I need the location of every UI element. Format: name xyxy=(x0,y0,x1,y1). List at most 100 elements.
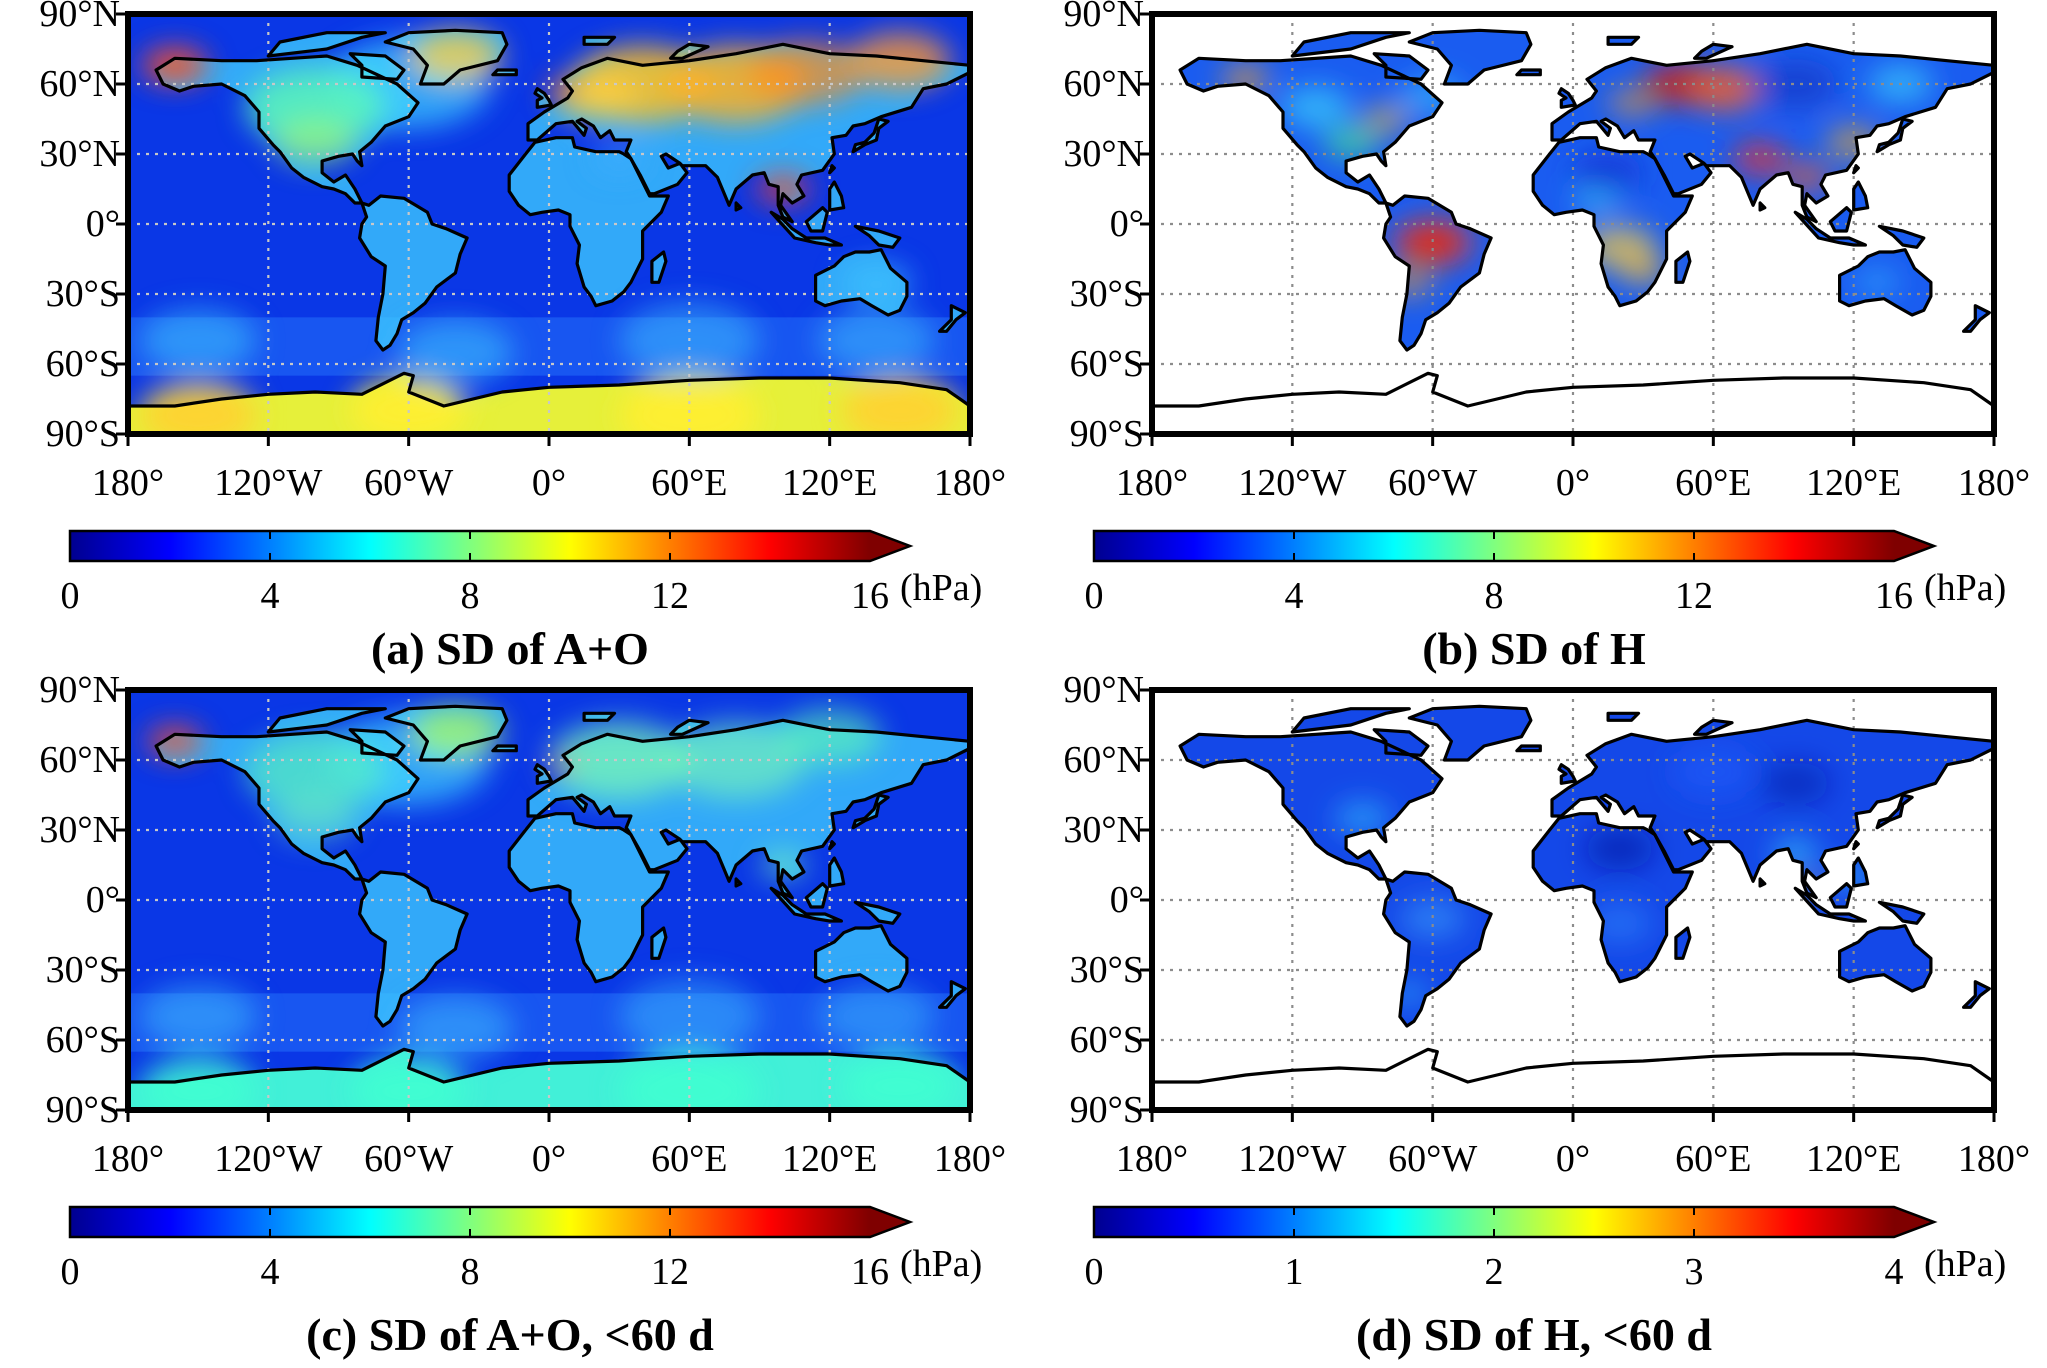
lon-tick-label: 120°W xyxy=(214,1138,323,1180)
lon-tick-label: 180° xyxy=(933,1138,1007,1180)
lat-tick-label: 0° xyxy=(1109,203,1144,245)
lon-tick-label: 0° xyxy=(1555,1138,1591,1180)
land-fill-borneo_ng xyxy=(806,207,828,231)
lat-tick-label: 60°N xyxy=(39,63,120,105)
gridlines-c xyxy=(128,690,970,1110)
colorbar-tick-label: 16 xyxy=(851,575,889,617)
land-fill-south_america xyxy=(359,872,468,1026)
map-c xyxy=(68,687,973,1239)
colorbar-unit-label: (hPa) xyxy=(900,567,983,609)
colorbar-tick-label: 12 xyxy=(651,1251,689,1293)
colorbar-tick-label: 1 xyxy=(1284,1251,1304,1293)
colorbar-tick-label: 8 xyxy=(1484,575,1504,617)
land-fill-philippines xyxy=(829,182,844,210)
lat-tick-label: 30°S xyxy=(45,273,120,315)
lat-tick-label: 30°N xyxy=(1063,809,1144,851)
panel-title-a: (a) SD of A+O xyxy=(371,623,649,674)
lon-tick-label: 60°W xyxy=(364,1138,454,1180)
lon-tick-label: 60°W xyxy=(1388,1138,1478,1180)
lat-tick-label: 90°S xyxy=(45,1089,120,1131)
land-fill-new_guinea xyxy=(855,226,900,248)
map-field-a xyxy=(128,14,970,434)
land-fill-philippines xyxy=(829,858,844,886)
land-fill-svalbard xyxy=(584,37,615,45)
lat-tick-label: 60°S xyxy=(1069,343,1144,385)
land-fill-south_america xyxy=(359,196,468,350)
lon-tick-label: 120°W xyxy=(1238,462,1347,504)
colorbar-extend-arrow xyxy=(870,531,910,561)
lon-tick-label: 120°W xyxy=(214,462,323,504)
lat-tick-label: 30°S xyxy=(45,949,120,991)
colorbar-tick-label: 0 xyxy=(60,575,80,617)
lat-tick-label: 0° xyxy=(1109,879,1144,921)
lat-tick-label: 60°S xyxy=(1069,1019,1144,1061)
lon-tick-label: 0° xyxy=(1555,462,1591,504)
colorbar-tick-label: 8 xyxy=(460,1251,480,1293)
colorbar-tick-label: 4 xyxy=(260,575,280,617)
colorbar-tick-label: 2 xyxy=(1484,1251,1504,1293)
colorbar-b xyxy=(1092,529,1938,563)
colorbar-tick-label: 16 xyxy=(851,1251,889,1293)
lat-tick-label: 90°N xyxy=(1063,669,1144,711)
gridlines-b xyxy=(1152,14,1994,434)
colorbar-extend-arrow xyxy=(1894,531,1934,561)
lon-tick-label: 120°E xyxy=(1805,1138,1902,1180)
colorbar-tick-label: 0 xyxy=(60,1251,80,1293)
lon-tick-label: 60°E xyxy=(651,462,728,504)
lat-tick-label: 0° xyxy=(85,203,120,245)
panel-title-c: (c) SD of A+O, <60 d xyxy=(306,1309,714,1360)
land-fill-africa xyxy=(509,813,669,982)
map-d xyxy=(1092,687,1997,1239)
lon-tick-label: 60°E xyxy=(1675,462,1752,504)
land-fill-new_guinea xyxy=(855,902,900,924)
map-a xyxy=(68,11,973,563)
lon-tick-label: 60°E xyxy=(651,1138,728,1180)
colorbar-c xyxy=(68,1205,914,1239)
lat-tick-label: 30°S xyxy=(1069,273,1144,315)
land-fill-australia xyxy=(815,925,907,991)
colorbar-tick-label: 4 xyxy=(1884,1251,1904,1293)
colorbar-d xyxy=(1092,1205,1938,1239)
lat-tick-label: 90°S xyxy=(1069,413,1144,455)
panel-b: (b) SD of H 90°N 60°N 30°N 0° 30°S 60°S 90°S 18… xyxy=(1024,0,2047,684)
colorbar-tick-label: 0 xyxy=(1084,575,1104,617)
lat-tick-label: 90°S xyxy=(1069,1089,1144,1131)
colorbar-unit-label: (hPa) xyxy=(1924,567,2007,609)
lon-tick-label: 180° xyxy=(91,462,165,504)
lon-tick-label: 120°E xyxy=(1805,462,1902,504)
lon-tick-label: 60°E xyxy=(1675,1138,1752,1180)
coastlines-c xyxy=(128,704,970,1084)
colorbar-a xyxy=(68,529,914,563)
lon-tick-label: 120°E xyxy=(781,462,878,504)
lat-tick-label: 30°N xyxy=(1063,133,1144,175)
lat-tick-label: 90°N xyxy=(39,669,120,711)
panel-c: (c) SD of A+O, <60 d 90°N 60°N 30°N 0° 30°S 6… xyxy=(0,671,1024,1360)
lat-tick-label: 90°N xyxy=(39,0,120,35)
coastlines-d xyxy=(1152,704,1994,1084)
panel-a: (a) SD of A+O 90°N 60°N 30°N 0° 30°S 60°S 90°S… xyxy=(0,0,1024,684)
land-fill-borneo_ng xyxy=(806,883,828,907)
panel-title-b: (b) SD of H xyxy=(1422,623,1646,674)
colorbar-extend-arrow xyxy=(1894,1207,1934,1237)
lat-tick-label: 30°N xyxy=(39,809,120,851)
lon-tick-label: 180° xyxy=(1115,462,1189,504)
lon-tick-label: 120°W xyxy=(1238,1138,1347,1180)
lat-tick-label: 90°S xyxy=(45,413,120,455)
lat-tick-label: 0° xyxy=(85,879,120,921)
colorbar-tick-label: 4 xyxy=(1284,575,1304,617)
lon-tick-label: 120°E xyxy=(781,1138,878,1180)
lon-tick-label: 180° xyxy=(1115,1138,1189,1180)
lat-tick-label: 60°N xyxy=(1063,739,1144,781)
lon-tick-label: 180° xyxy=(933,462,1007,504)
lon-tick-label: 60°W xyxy=(1388,462,1478,504)
colorbar-tick-label: 16 xyxy=(1875,575,1913,617)
lat-tick-label: 60°S xyxy=(45,343,120,385)
panel-title-d: (d) SD of H, <60 d xyxy=(1356,1309,1712,1360)
coastlines-a xyxy=(128,28,970,408)
lat-tick-label: 90°N xyxy=(1063,0,1144,35)
map-b xyxy=(1092,11,1997,563)
lon-tick-label: 180° xyxy=(91,1138,165,1180)
coastlines-b xyxy=(1152,28,1994,408)
lat-tick-label: 60°S xyxy=(45,1019,120,1061)
lat-tick-label: 60°N xyxy=(39,739,120,781)
